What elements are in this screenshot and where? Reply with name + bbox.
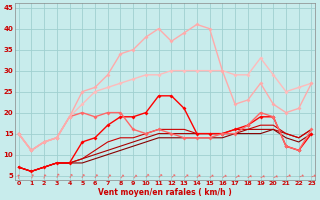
Text: ↑: ↑ <box>219 174 226 181</box>
Text: ↑: ↑ <box>41 174 47 180</box>
Text: ↑: ↑ <box>168 174 175 181</box>
Text: ↑: ↑ <box>66 174 73 181</box>
Text: ↑: ↑ <box>257 174 264 181</box>
Text: ↑: ↑ <box>155 174 162 181</box>
Text: ↑: ↑ <box>232 174 239 181</box>
Text: ↑: ↑ <box>244 174 251 181</box>
Text: ↑: ↑ <box>16 175 21 180</box>
Text: ↑: ↑ <box>193 174 200 181</box>
Text: ↑: ↑ <box>104 174 111 181</box>
Text: ↑: ↑ <box>270 174 277 181</box>
Text: ↑: ↑ <box>180 174 188 181</box>
Text: ↑: ↑ <box>283 174 289 181</box>
Text: ↑: ↑ <box>130 174 137 181</box>
Text: ↑: ↑ <box>117 174 124 181</box>
Text: ↑: ↑ <box>79 174 86 181</box>
Text: ↑: ↑ <box>308 174 315 181</box>
Text: ↑: ↑ <box>295 174 302 181</box>
Text: ↑: ↑ <box>92 174 99 181</box>
Text: ↑: ↑ <box>142 174 149 181</box>
Text: ↑: ↑ <box>28 174 35 180</box>
X-axis label: Vent moyen/en rafales ( km/h ): Vent moyen/en rafales ( km/h ) <box>98 188 232 197</box>
Text: ↑: ↑ <box>53 174 60 181</box>
Text: ↑: ↑ <box>206 174 213 181</box>
